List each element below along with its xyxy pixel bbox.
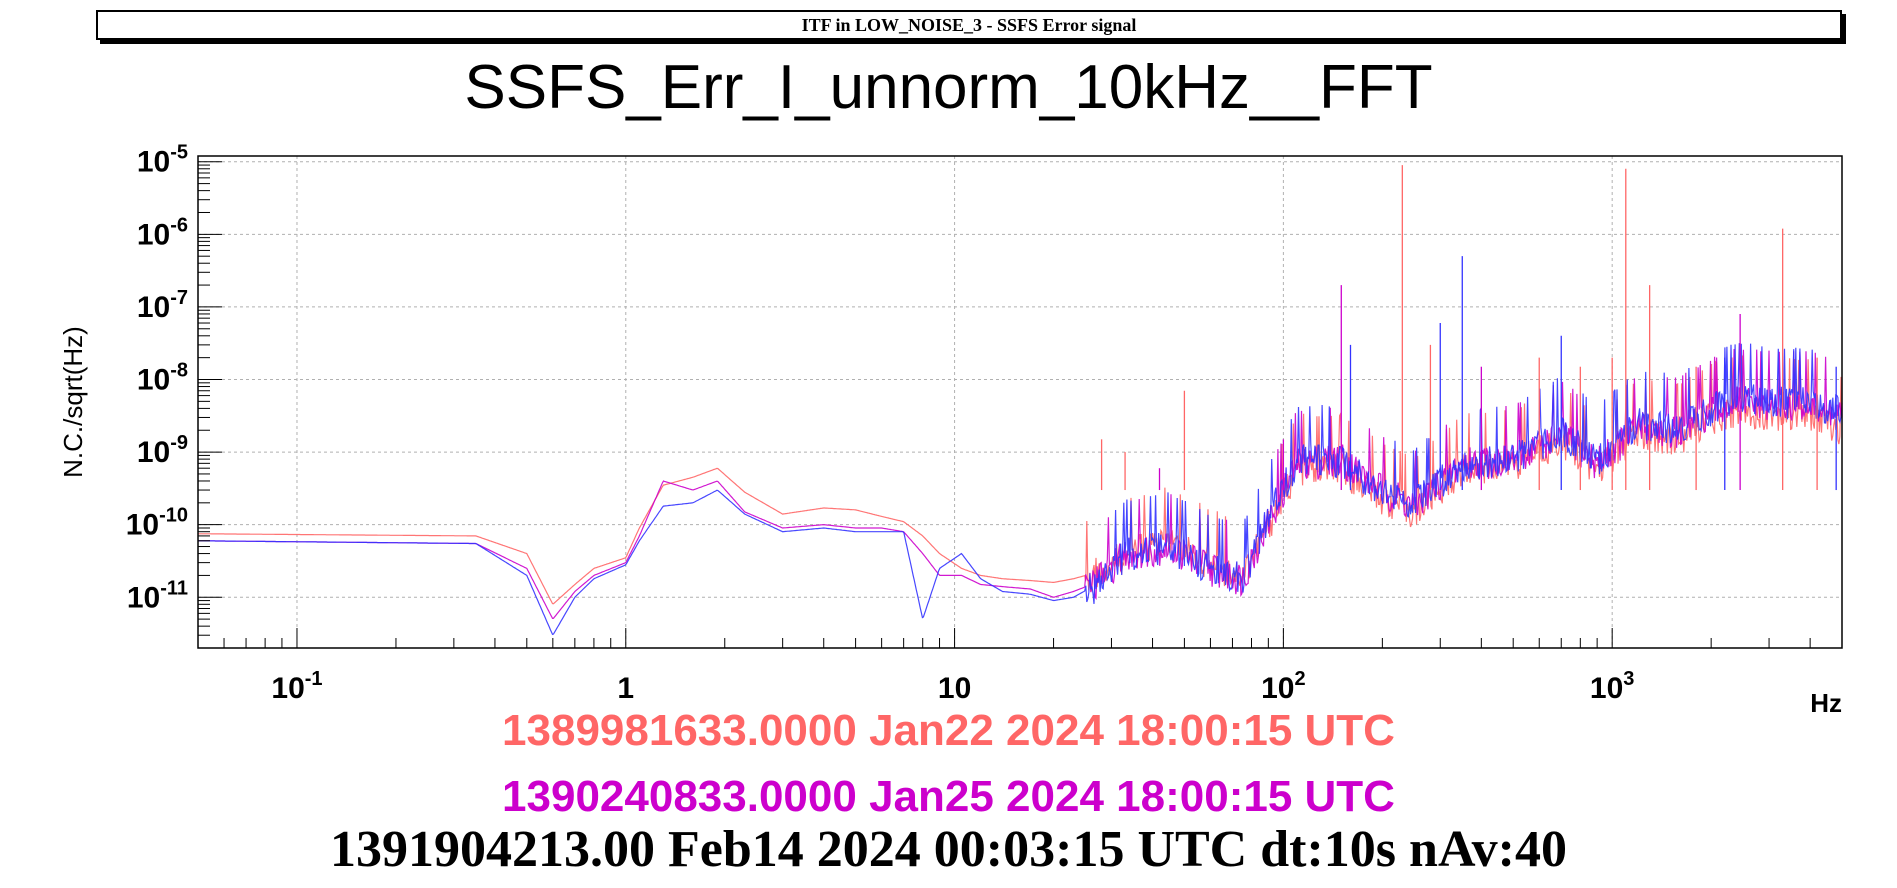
series-line — [198, 348, 1843, 620]
current-timestamp: 1391904213.00 Feb14 2024 00:03:15 UTC dt… — [330, 821, 1567, 878]
banner-title: ITF in LOW_NOISE_3 - SSFS Error signal — [96, 10, 1842, 40]
reference-timestamp-1: 1389981633.0000 Jan22 2024 18:00:15 UTC — [502, 706, 1395, 755]
chart-title: SSFS_Err_I_unnorm_10kHz__FFT — [464, 53, 1433, 122]
y-tick-label: 10-6 — [137, 214, 188, 251]
axis-labels: 10-1 1 10 102 10310-510-610-710-810-910-1010… — [126, 142, 1635, 705]
x-tick-label: 10-1 — [271, 668, 322, 705]
x-tick-label: 1 — [617, 672, 634, 705]
x-tick-label: 103 — [1590, 668, 1635, 705]
y-tick-label: 10-7 — [137, 287, 188, 324]
y-tick-label: 10-11 — [127, 577, 188, 614]
plot-frame — [197, 155, 1843, 649]
reference-timestamp-2: 1390240833.0000 Jan25 2024 18:00:15 UTC — [502, 772, 1395, 821]
x-tick-label: 10 — [938, 672, 971, 705]
series-line — [197, 355, 1843, 605]
axis-ticks — [197, 161, 1843, 649]
y-axis-label: N.C./sqrt(Hz) — [58, 326, 88, 478]
x-tick-label: 102 — [1261, 668, 1306, 705]
y-tick-label: 10-8 — [137, 360, 188, 397]
spike-group — [1100, 165, 1837, 491]
grid-lines — [198, 156, 1842, 648]
y-tick-label: 10-9 — [137, 432, 188, 469]
series-line — [198, 343, 1843, 636]
x-axis-label: Hz — [1810, 688, 1842, 718]
y-tick-label: 10-10 — [126, 505, 188, 542]
y-tick-label: 10-5 — [137, 142, 188, 179]
series-group — [197, 343, 1843, 636]
